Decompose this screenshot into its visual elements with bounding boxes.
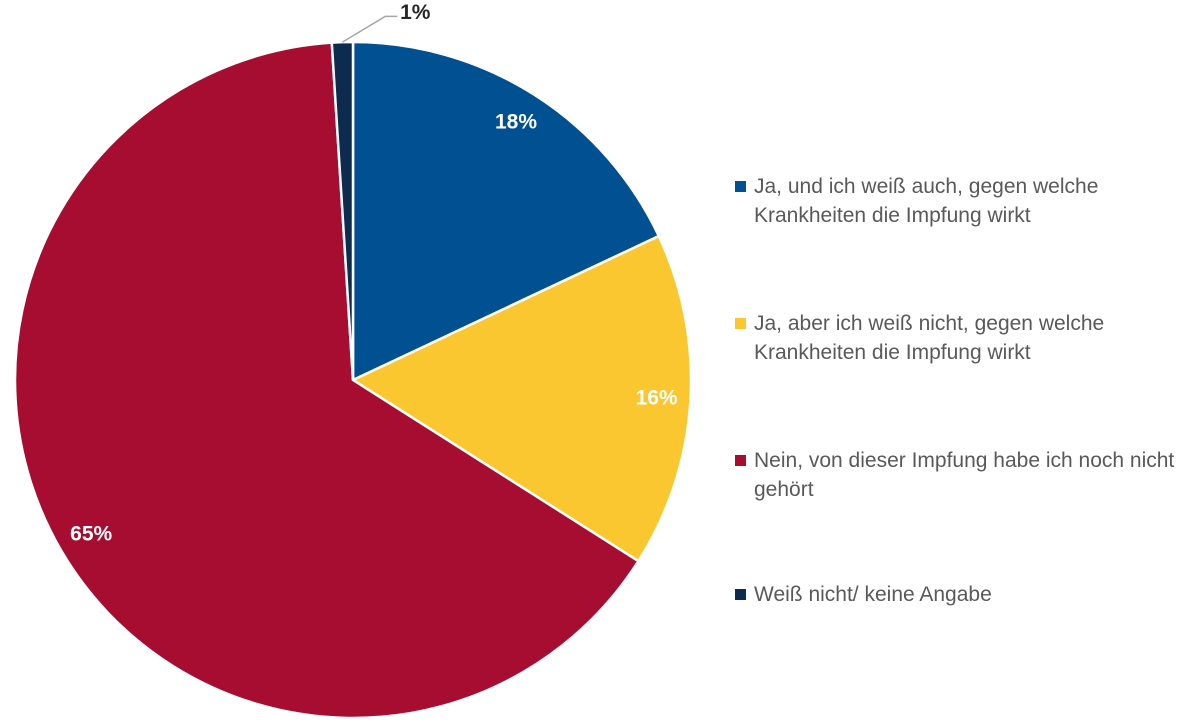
legend-swatch: [735, 181, 746, 192]
legend-label: Ja, und ich weiß auch, gegen welche Kran…: [754, 175, 1099, 227]
legend-swatch: [735, 318, 746, 329]
legend-label: Weiß nicht/ keine Angabe: [754, 583, 992, 606]
pie-slice: [13, 41, 641, 720]
legend-swatch: [735, 589, 746, 600]
legend-label: Ja, aber ich weiß nicht, gegen welche Kr…: [754, 312, 1105, 364]
legend-swatch: [735, 455, 746, 466]
legend-label: Nein, von dieser Impfung habe ich noch n…: [754, 449, 1175, 501]
pie-slice: [351, 40, 661, 382]
leader-line: [341, 15, 398, 43]
legend-item: Nein, von dieser Impfung habe ich noch n…: [735, 446, 1175, 504]
legend-item: Weiß nicht/ keine Angabe: [735, 580, 1175, 609]
data-label: 65%: [70, 522, 112, 545]
data-label: 16%: [636, 387, 678, 410]
data-label: 1%: [400, 1, 431, 24]
data-label: 18%: [495, 111, 537, 134]
legend-item: Ja, aber ich weiß nicht, gegen welche Kr…: [735, 309, 1175, 367]
legend-item: Ja, und ich weiß auch, gegen welche Kran…: [735, 172, 1175, 230]
pie-slice: [350, 234, 693, 563]
